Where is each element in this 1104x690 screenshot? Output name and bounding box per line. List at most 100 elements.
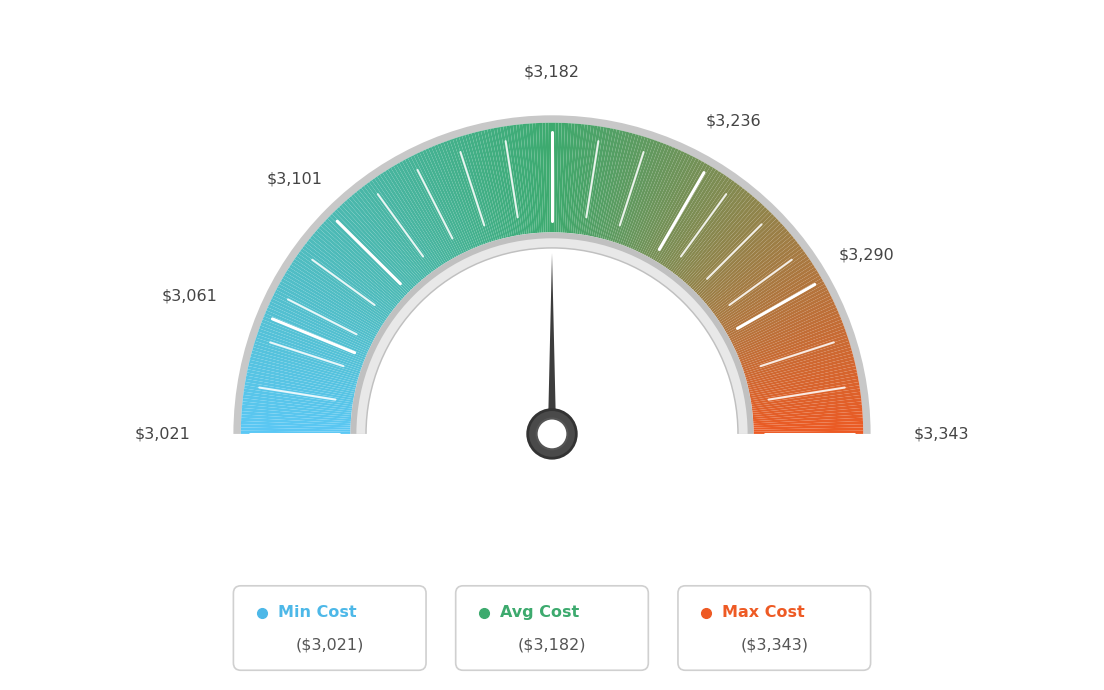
Wedge shape: [405, 158, 458, 256]
Wedge shape: [475, 132, 503, 239]
Wedge shape: [752, 398, 861, 413]
Wedge shape: [750, 373, 858, 396]
Wedge shape: [468, 133, 500, 240]
Wedge shape: [529, 124, 540, 233]
Wedge shape: [651, 163, 708, 259]
Wedge shape: [295, 256, 386, 321]
Wedge shape: [624, 144, 667, 246]
Wedge shape: [746, 353, 853, 384]
Wedge shape: [709, 238, 796, 308]
Wedge shape: [687, 203, 763, 286]
Wedge shape: [652, 164, 710, 260]
Wedge shape: [275, 290, 373, 342]
Wedge shape: [563, 123, 572, 233]
Wedge shape: [241, 421, 351, 428]
Wedge shape: [481, 130, 508, 237]
Wedge shape: [258, 328, 362, 368]
Wedge shape: [517, 124, 531, 234]
Wedge shape: [641, 155, 693, 255]
Wedge shape: [287, 267, 382, 328]
Wedge shape: [255, 337, 360, 374]
Wedge shape: [425, 148, 473, 250]
Wedge shape: [655, 166, 713, 262]
Wedge shape: [628, 146, 672, 248]
Wedge shape: [306, 241, 394, 310]
Wedge shape: [745, 347, 851, 380]
Wedge shape: [703, 228, 787, 302]
Wedge shape: [734, 302, 835, 350]
Wedge shape: [414, 154, 465, 253]
Wedge shape: [432, 146, 476, 248]
Wedge shape: [747, 359, 854, 388]
Wedge shape: [241, 427, 350, 432]
Wedge shape: [447, 140, 486, 244]
Wedge shape: [661, 173, 724, 266]
Wedge shape: [590, 128, 614, 237]
Wedge shape: [244, 385, 353, 404]
Wedge shape: [554, 123, 559, 233]
Wedge shape: [304, 243, 393, 312]
Wedge shape: [613, 137, 648, 242]
Wedge shape: [623, 142, 664, 246]
Wedge shape: [559, 123, 565, 233]
Wedge shape: [372, 179, 437, 270]
Wedge shape: [453, 138, 490, 243]
Text: $3,343: $3,343: [914, 426, 969, 442]
Text: $3,101: $3,101: [267, 172, 323, 187]
Wedge shape: [293, 259, 385, 322]
Wedge shape: [253, 344, 359, 377]
Wedge shape: [608, 135, 641, 241]
Wedge shape: [444, 141, 484, 245]
Wedge shape: [243, 395, 352, 411]
Wedge shape: [278, 284, 375, 339]
Wedge shape: [437, 144, 480, 246]
Wedge shape: [730, 287, 828, 341]
Wedge shape: [416, 152, 466, 253]
Wedge shape: [378, 175, 440, 267]
Wedge shape: [420, 151, 468, 252]
Wedge shape: [522, 124, 535, 233]
Wedge shape: [262, 319, 364, 362]
Wedge shape: [269, 302, 370, 350]
Wedge shape: [677, 190, 747, 277]
Wedge shape: [611, 136, 645, 242]
Wedge shape: [749, 363, 856, 390]
Wedge shape: [256, 335, 361, 372]
Text: $3,021: $3,021: [135, 426, 190, 442]
Wedge shape: [532, 123, 541, 233]
Wedge shape: [330, 214, 410, 293]
Wedge shape: [270, 299, 371, 348]
Wedge shape: [702, 226, 785, 301]
Wedge shape: [339, 205, 415, 287]
Wedge shape: [367, 182, 434, 272]
Wedge shape: [667, 179, 732, 270]
Wedge shape: [744, 341, 850, 375]
Wedge shape: [750, 375, 858, 398]
Wedge shape: [714, 248, 804, 315]
Wedge shape: [664, 175, 726, 267]
Wedge shape: [244, 388, 352, 406]
Wedge shape: [245, 379, 353, 400]
Wedge shape: [382, 171, 444, 265]
Text: $3,061: $3,061: [161, 289, 217, 304]
Wedge shape: [739, 316, 841, 359]
Wedge shape: [754, 427, 863, 432]
Wedge shape: [719, 259, 811, 322]
Wedge shape: [753, 402, 862, 415]
FancyBboxPatch shape: [233, 586, 426, 670]
Wedge shape: [691, 209, 769, 290]
Wedge shape: [545, 123, 550, 233]
Wedge shape: [582, 126, 601, 235]
Wedge shape: [272, 295, 371, 346]
Wedge shape: [341, 203, 417, 286]
Wedge shape: [263, 316, 365, 359]
Wedge shape: [699, 221, 781, 297]
Wedge shape: [471, 132, 502, 239]
Wedge shape: [585, 127, 607, 235]
Text: ($3,343): ($3,343): [741, 638, 808, 653]
Wedge shape: [264, 313, 367, 357]
Wedge shape: [300, 248, 390, 315]
Wedge shape: [733, 299, 834, 348]
Wedge shape: [596, 130, 623, 237]
Wedge shape: [634, 150, 681, 250]
